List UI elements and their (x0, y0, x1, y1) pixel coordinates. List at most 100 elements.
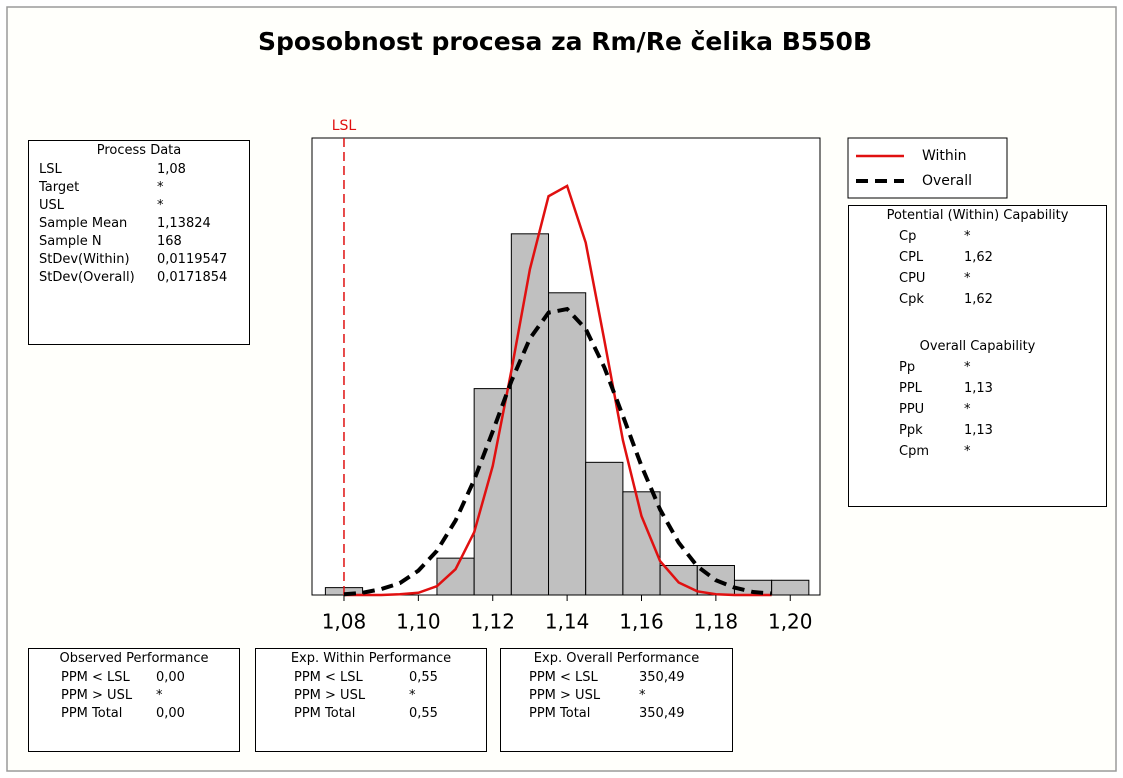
row-value: 350,49 (639, 706, 685, 721)
row-label: PPM < LSL (61, 670, 130, 685)
stats-panel: Potential (Within) Capability Cp * CPL 1,62 C… (848, 205, 1107, 338)
panel-row: StDev(Overall) 0,0171854 (29, 269, 249, 287)
x-tick-label: 1,16 (619, 610, 664, 634)
panel-row: Cp * (849, 226, 1106, 247)
legend-label: Overall (922, 173, 972, 189)
legend-label: Within (922, 148, 967, 164)
row-label: PPM Total (61, 706, 123, 721)
row-label: Cpk (899, 292, 924, 307)
x-tick-label: 1,20 (768, 610, 813, 634)
row-label: Cpm (899, 444, 929, 459)
stats-panel: Exp. Within Performance PPM < LSL 0,55 PPM … (255, 648, 487, 752)
row-value: * (639, 688, 646, 703)
x-tick-label: 1,14 (545, 610, 590, 634)
row-value: 168 (157, 234, 182, 249)
panel-row: PPM Total 0,00 (29, 705, 239, 723)
row-label: PPM < LSL (294, 670, 363, 685)
row-value: 1,62 (964, 292, 993, 307)
panel-row: Target * (29, 179, 249, 197)
histogram-bar (771, 579, 810, 596)
stats-panel: Overall Capability Pp * PPL 1,13 PPU * Ppk 1,13 C… (848, 337, 1107, 507)
row-value: 1,13 (964, 423, 993, 438)
stats-panel: Observed Performance PPM < LSL 0,00 PPM > U… (28, 648, 240, 752)
row-value: 1,13824 (157, 216, 211, 231)
x-tick-label: 1,12 (470, 610, 515, 634)
stats-panel: Exp. Overall Performance PPM < LSL 350,49 P… (500, 648, 733, 752)
histogram-bar (659, 565, 698, 596)
row-value: 350,49 (639, 670, 685, 685)
row-value: * (964, 402, 971, 417)
row-value: * (964, 229, 971, 244)
row-label: CPU (899, 271, 926, 286)
panel-row: USL * (29, 197, 249, 215)
stats-panel: Process Data LSL 1,08 Target * USL * Sample Mea… (28, 140, 250, 345)
panel-row: PPM > USL * (29, 687, 239, 705)
legend (847, 137, 1008, 199)
row-value: * (157, 198, 164, 213)
panel-row: Pp * (849, 357, 1106, 378)
panel-title: Overall Capability (919, 339, 1036, 354)
panel-row: Sample Mean 1,13824 (29, 215, 249, 233)
row-label: Sample Mean (39, 216, 128, 231)
row-value: 0,0171854 (157, 270, 228, 285)
row-value: * (964, 271, 971, 286)
chart-title: Sposobnost procesa za Rm/Re čelika B550B (258, 27, 872, 56)
row-value: 0,00 (156, 670, 185, 685)
panel-row: Sample N 168 (29, 233, 249, 251)
row-value: * (157, 180, 164, 195)
panel-row: Ppk 1,13 (849, 420, 1106, 441)
panel-row: LSL 1,08 (29, 161, 249, 179)
row-label: PPM > USL (61, 688, 133, 703)
panel-title: Process Data (96, 143, 182, 158)
row-label: Pp (899, 360, 916, 375)
x-tick-label: 1,10 (396, 610, 441, 634)
row-value: * (964, 360, 971, 375)
panel-row: CPU * (849, 268, 1106, 289)
row-label: Ppk (899, 423, 923, 438)
density-curve (343, 306, 772, 597)
x-tick-label: 1,08 (322, 610, 367, 634)
panel-title: Exp. Within Performance (290, 651, 452, 666)
row-label: PPU (899, 402, 925, 417)
histogram-bar (436, 557, 475, 596)
panel-row: Cpk 1,62 (849, 289, 1106, 310)
row-label: PPL (899, 381, 922, 396)
panel-title: Potential (Within) Capability (886, 208, 1069, 223)
row-label: PPM > USL (529, 688, 601, 703)
row-value: 0,0119547 (157, 252, 228, 267)
panel-row: PPU * (849, 399, 1106, 420)
row-value: 0,00 (156, 706, 185, 721)
panel-row: Cpm * (849, 441, 1106, 462)
row-label: LSL (39, 162, 62, 177)
panel-row: PPL 1,13 (849, 378, 1106, 399)
row-value: 0,55 (409, 670, 438, 685)
panel-row: PPM > USL * (256, 687, 486, 705)
lsl-label: LSL (332, 118, 357, 134)
histogram-bar (510, 233, 550, 596)
row-value: 1,62 (964, 250, 993, 265)
row-label: PPM Total (294, 706, 356, 721)
histogram-bar (548, 292, 587, 596)
row-label: Cp (899, 229, 917, 244)
x-tick-label: 1,18 (694, 610, 739, 634)
row-label: StDev(Within) (39, 252, 130, 267)
panel-title: Observed Performance (59, 651, 209, 666)
panel-row: StDev(Within) 0,0119547 (29, 251, 249, 269)
row-label: Sample N (39, 234, 102, 249)
row-value: 1,13 (964, 381, 993, 396)
row-value: 1,08 (157, 162, 186, 177)
row-label: PPM Total (529, 706, 591, 721)
row-value: * (964, 444, 971, 459)
row-label: PPM > USL (294, 688, 366, 703)
panel-row: PPM < LSL 350,49 (501, 669, 732, 687)
panel-row: PPM < LSL 0,55 (256, 669, 486, 687)
row-label: StDev(Overall) (39, 270, 135, 285)
row-value: * (409, 688, 416, 703)
panel-row: PPM > USL * (501, 687, 732, 705)
histogram-bar (585, 461, 624, 596)
histogram-bar (622, 491, 661, 596)
panel-row: PPM Total 350,49 (501, 705, 732, 723)
row-value: 0,55 (409, 706, 438, 721)
panel-row: PPM < LSL 0,00 (29, 669, 239, 687)
row-label: USL (39, 198, 65, 213)
